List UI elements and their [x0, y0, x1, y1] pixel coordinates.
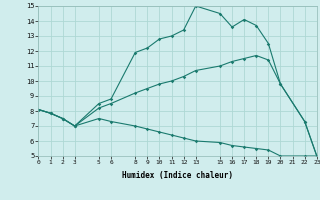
X-axis label: Humidex (Indice chaleur): Humidex (Indice chaleur) [122, 171, 233, 180]
